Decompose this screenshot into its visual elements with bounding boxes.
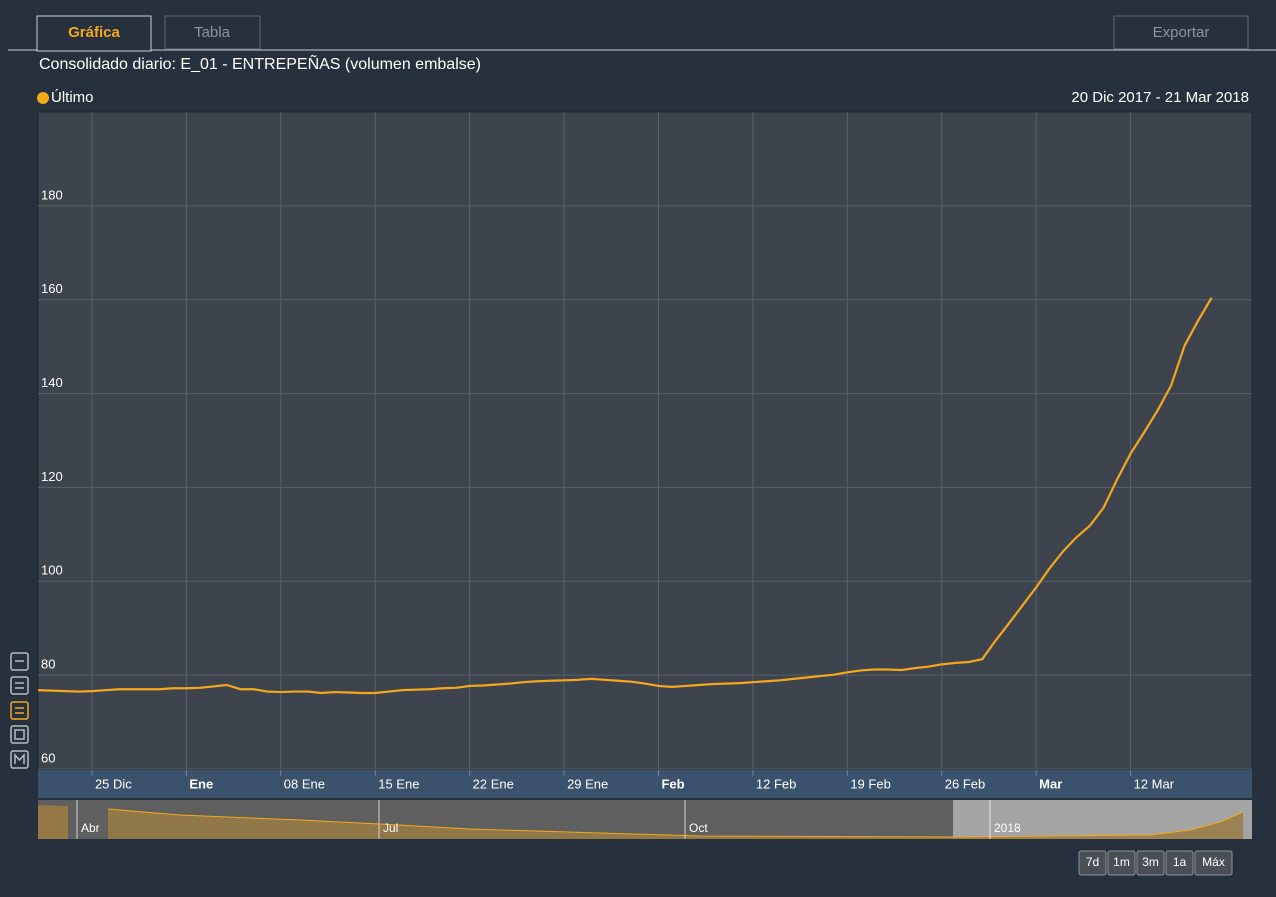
export-button[interactable] bbox=[1113, 15, 1249, 50]
grid: 60 80 100 120 140 160 180 25 Dic Ene 08 Ene 15 Ene… bbox=[38, 112, 1252, 791]
x-tick-label: 19 Feb bbox=[850, 776, 890, 791]
range-button[interactable]: 1a bbox=[1165, 850, 1194, 876]
date-range: 20 Dic 2017 - 21 Mar 2018 bbox=[1071, 89, 1249, 106]
navigator-label: Jul bbox=[383, 821, 398, 835]
button-box[interactable] bbox=[1194, 850, 1233, 876]
y-tick-label: 160 bbox=[41, 281, 63, 296]
y-tick-label: 60 bbox=[41, 750, 55, 765]
legend-marker[interactable] bbox=[37, 92, 49, 104]
x-tick-label: 25 Dic bbox=[95, 776, 132, 791]
range-button[interactable]: Máx bbox=[1194, 850, 1233, 876]
x-tick-label: 08 Ene bbox=[284, 776, 325, 791]
button-label[interactable]: 3m bbox=[1142, 855, 1159, 869]
y-tick-label: 140 bbox=[41, 375, 63, 390]
range-button[interactable]: 1m bbox=[1107, 850, 1136, 876]
x-tick-label: 22 Ene bbox=[473, 776, 514, 791]
x-tick-label: Ene bbox=[189, 776, 213, 791]
navigator-label: Oct bbox=[689, 821, 708, 835]
y-tick-label: 100 bbox=[41, 563, 63, 578]
navigator-area bbox=[38, 805, 68, 839]
button-box[interactable] bbox=[1107, 850, 1136, 876]
range-buttons: 7d 1m 3m 1a Máx bbox=[1078, 850, 1233, 876]
plot-area bbox=[37, 111, 1253, 771]
tool-icon[interactable] bbox=[10, 701, 29, 720]
x-tick-label: 29 Ene bbox=[567, 776, 608, 791]
button-label[interactable]: 7d bbox=[1086, 855, 1099, 869]
range-button[interactable]: 7d bbox=[1078, 850, 1107, 876]
y-tick-label: 120 bbox=[41, 469, 63, 484]
tool-icon[interactable] bbox=[10, 652, 29, 671]
button-box[interactable] bbox=[1165, 850, 1194, 876]
button-label[interactable]: 1m bbox=[1113, 855, 1130, 869]
button-box[interactable] bbox=[1136, 850, 1165, 876]
tab-label[interactable]: Gráfica bbox=[68, 24, 120, 41]
x-axis-band bbox=[38, 770, 1252, 798]
button-box[interactable] bbox=[1078, 850, 1107, 876]
button-label[interactable]: 1a bbox=[1173, 855, 1187, 869]
button-label[interactable]: Máx bbox=[1202, 855, 1225, 869]
y-tick-label: 80 bbox=[41, 657, 55, 672]
navigator-label: Abr bbox=[81, 821, 100, 835]
export-label[interactable]: Exportar bbox=[1153, 24, 1210, 41]
marks bbox=[37, 297, 1213, 695]
y-tick-label: 180 bbox=[41, 187, 63, 202]
x-tick-label: Mar bbox=[1039, 776, 1062, 791]
x-tick-label: 12 Mar bbox=[1134, 776, 1175, 791]
chart-title: Consolidado diario: E_01 - ENTREPEÑAS (v… bbox=[39, 53, 481, 73]
x-tick-label: 15 Ene bbox=[378, 776, 419, 791]
tab-label[interactable]: Tabla bbox=[194, 24, 231, 41]
navigator-label: 2018 bbox=[994, 821, 1021, 835]
tab[interactable] bbox=[164, 15, 261, 50]
zoom-tools bbox=[10, 652, 29, 769]
x-tick-label: 12 Feb bbox=[756, 776, 796, 791]
tab-active[interactable] bbox=[36, 15, 152, 52]
tool-icon[interactable] bbox=[10, 750, 29, 769]
range-button[interactable]: 3m bbox=[1136, 850, 1165, 876]
tool-icon[interactable] bbox=[10, 676, 29, 695]
navigator-line bbox=[107, 808, 1244, 838]
navigator-area bbox=[108, 809, 1243, 839]
x-tick-label: 26 Feb bbox=[945, 776, 985, 791]
x-tick-label: Feb bbox=[661, 776, 684, 791]
legend-label[interactable]: Último bbox=[51, 89, 94, 106]
data-line bbox=[37, 297, 1213, 695]
tool-icon[interactable] bbox=[10, 725, 29, 744]
